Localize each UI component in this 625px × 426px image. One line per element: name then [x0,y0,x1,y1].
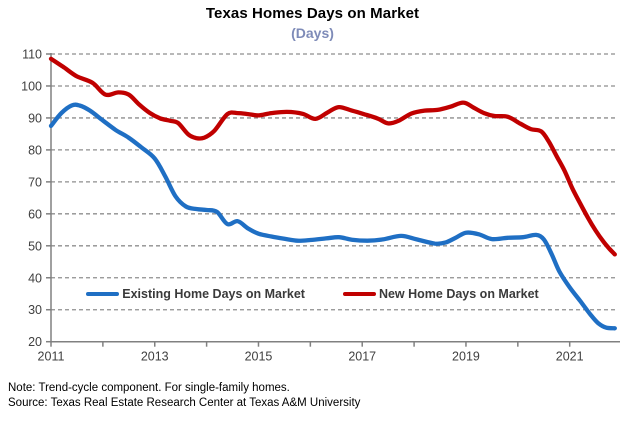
x-tick-label-2021: 2021 [556,350,584,364]
legend-item-new: New Home Days on Market [342,287,539,301]
legend-item-existing: Existing Home Days on Market [86,287,305,301]
y-tick-label-100: 100 [21,79,42,93]
note-text: Note: Trend-cycle component. For single-… [8,382,290,394]
x-tick-label-2015: 2015 [245,350,273,364]
y-tick-label-60: 60 [28,207,42,221]
legend-label-existing: Existing Home Days on Market [122,287,305,301]
y-tick-label-20: 20 [28,335,42,349]
source-text: Source: Texas Real Estate Research Cente… [8,397,361,409]
x-tick-label-2013: 2013 [141,350,169,364]
x-tick-label-2017: 2017 [348,350,376,364]
legend-swatch-existing-line [86,292,120,296]
series-line-new [48,56,617,257]
legend: Existing Home Days on Market New Home Da… [0,287,625,301]
legend-swatch-new-line [342,292,376,296]
chart-subtitle: (Days) [291,25,334,41]
chart-title: Texas Homes Days on Market [205,5,420,22]
y-tick-label-80: 80 [28,143,42,157]
y-tick-label-70: 70 [28,175,42,189]
y-tick-label-40: 40 [28,271,42,285]
x-tick-label-2019: 2019 [452,350,480,364]
y-tick-label-90: 90 [28,111,42,125]
x-tick-label-2011: 2011 [38,350,65,364]
y-tick-label-110: 110 [22,48,42,62]
legend-label-new: New Home Days on Market [378,287,539,301]
footnotes: Note: Trend-cycle component. For single-… [8,381,360,411]
y-tick-label-30: 30 [28,303,42,317]
y-tick-label-50: 50 [28,239,42,253]
series-line-existing [48,102,617,331]
